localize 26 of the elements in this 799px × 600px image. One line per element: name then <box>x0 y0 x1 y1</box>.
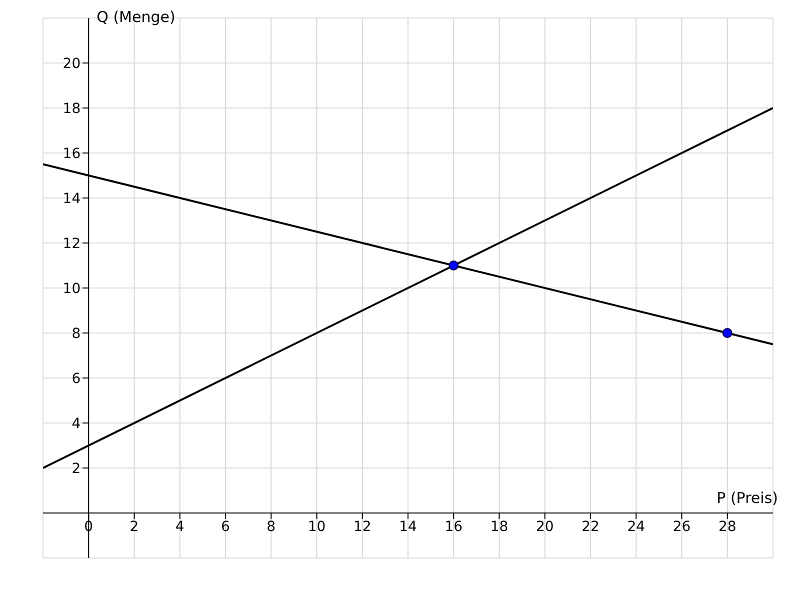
x-tick-label: 26 <box>672 518 691 535</box>
x-tick-label: 20 <box>536 518 554 535</box>
x-axis-title: P (Preis) <box>716 489 778 507</box>
y-tick-label: 2 <box>72 460 81 477</box>
x-tick-label: 22 <box>582 518 600 535</box>
x-tick-label: 24 <box>627 518 646 535</box>
x-tick-label: 28 <box>718 518 736 535</box>
y-tick-label: 10 <box>62 280 81 297</box>
y-tick-label: 8 <box>72 326 81 342</box>
x-tick-label: 6 <box>221 518 230 535</box>
x-tick-label: 16 <box>444 518 463 535</box>
y-tick-label: 20 <box>62 56 81 72</box>
x-tick-label: 14 <box>399 518 417 535</box>
x-tick-label: 12 <box>353 518 372 535</box>
x-tick-label: 10 <box>308 518 326 535</box>
y-tick-label: 12 <box>62 236 81 252</box>
x-tick-label: 2 <box>130 518 139 535</box>
y-tick-label: 6 <box>72 370 81 387</box>
y-tick-label: 16 <box>62 146 81 162</box>
x-tick-label: 4 <box>175 518 184 535</box>
x-tick-label: 18 <box>490 518 508 535</box>
y-axis-title: Q (Menge) <box>96 8 176 26</box>
y-tick-label: 18 <box>62 100 81 117</box>
y-tick-label: 4 <box>72 416 81 432</box>
x-tick-label: 8 <box>266 518 276 535</box>
y-tick-label: 14 <box>62 190 81 207</box>
